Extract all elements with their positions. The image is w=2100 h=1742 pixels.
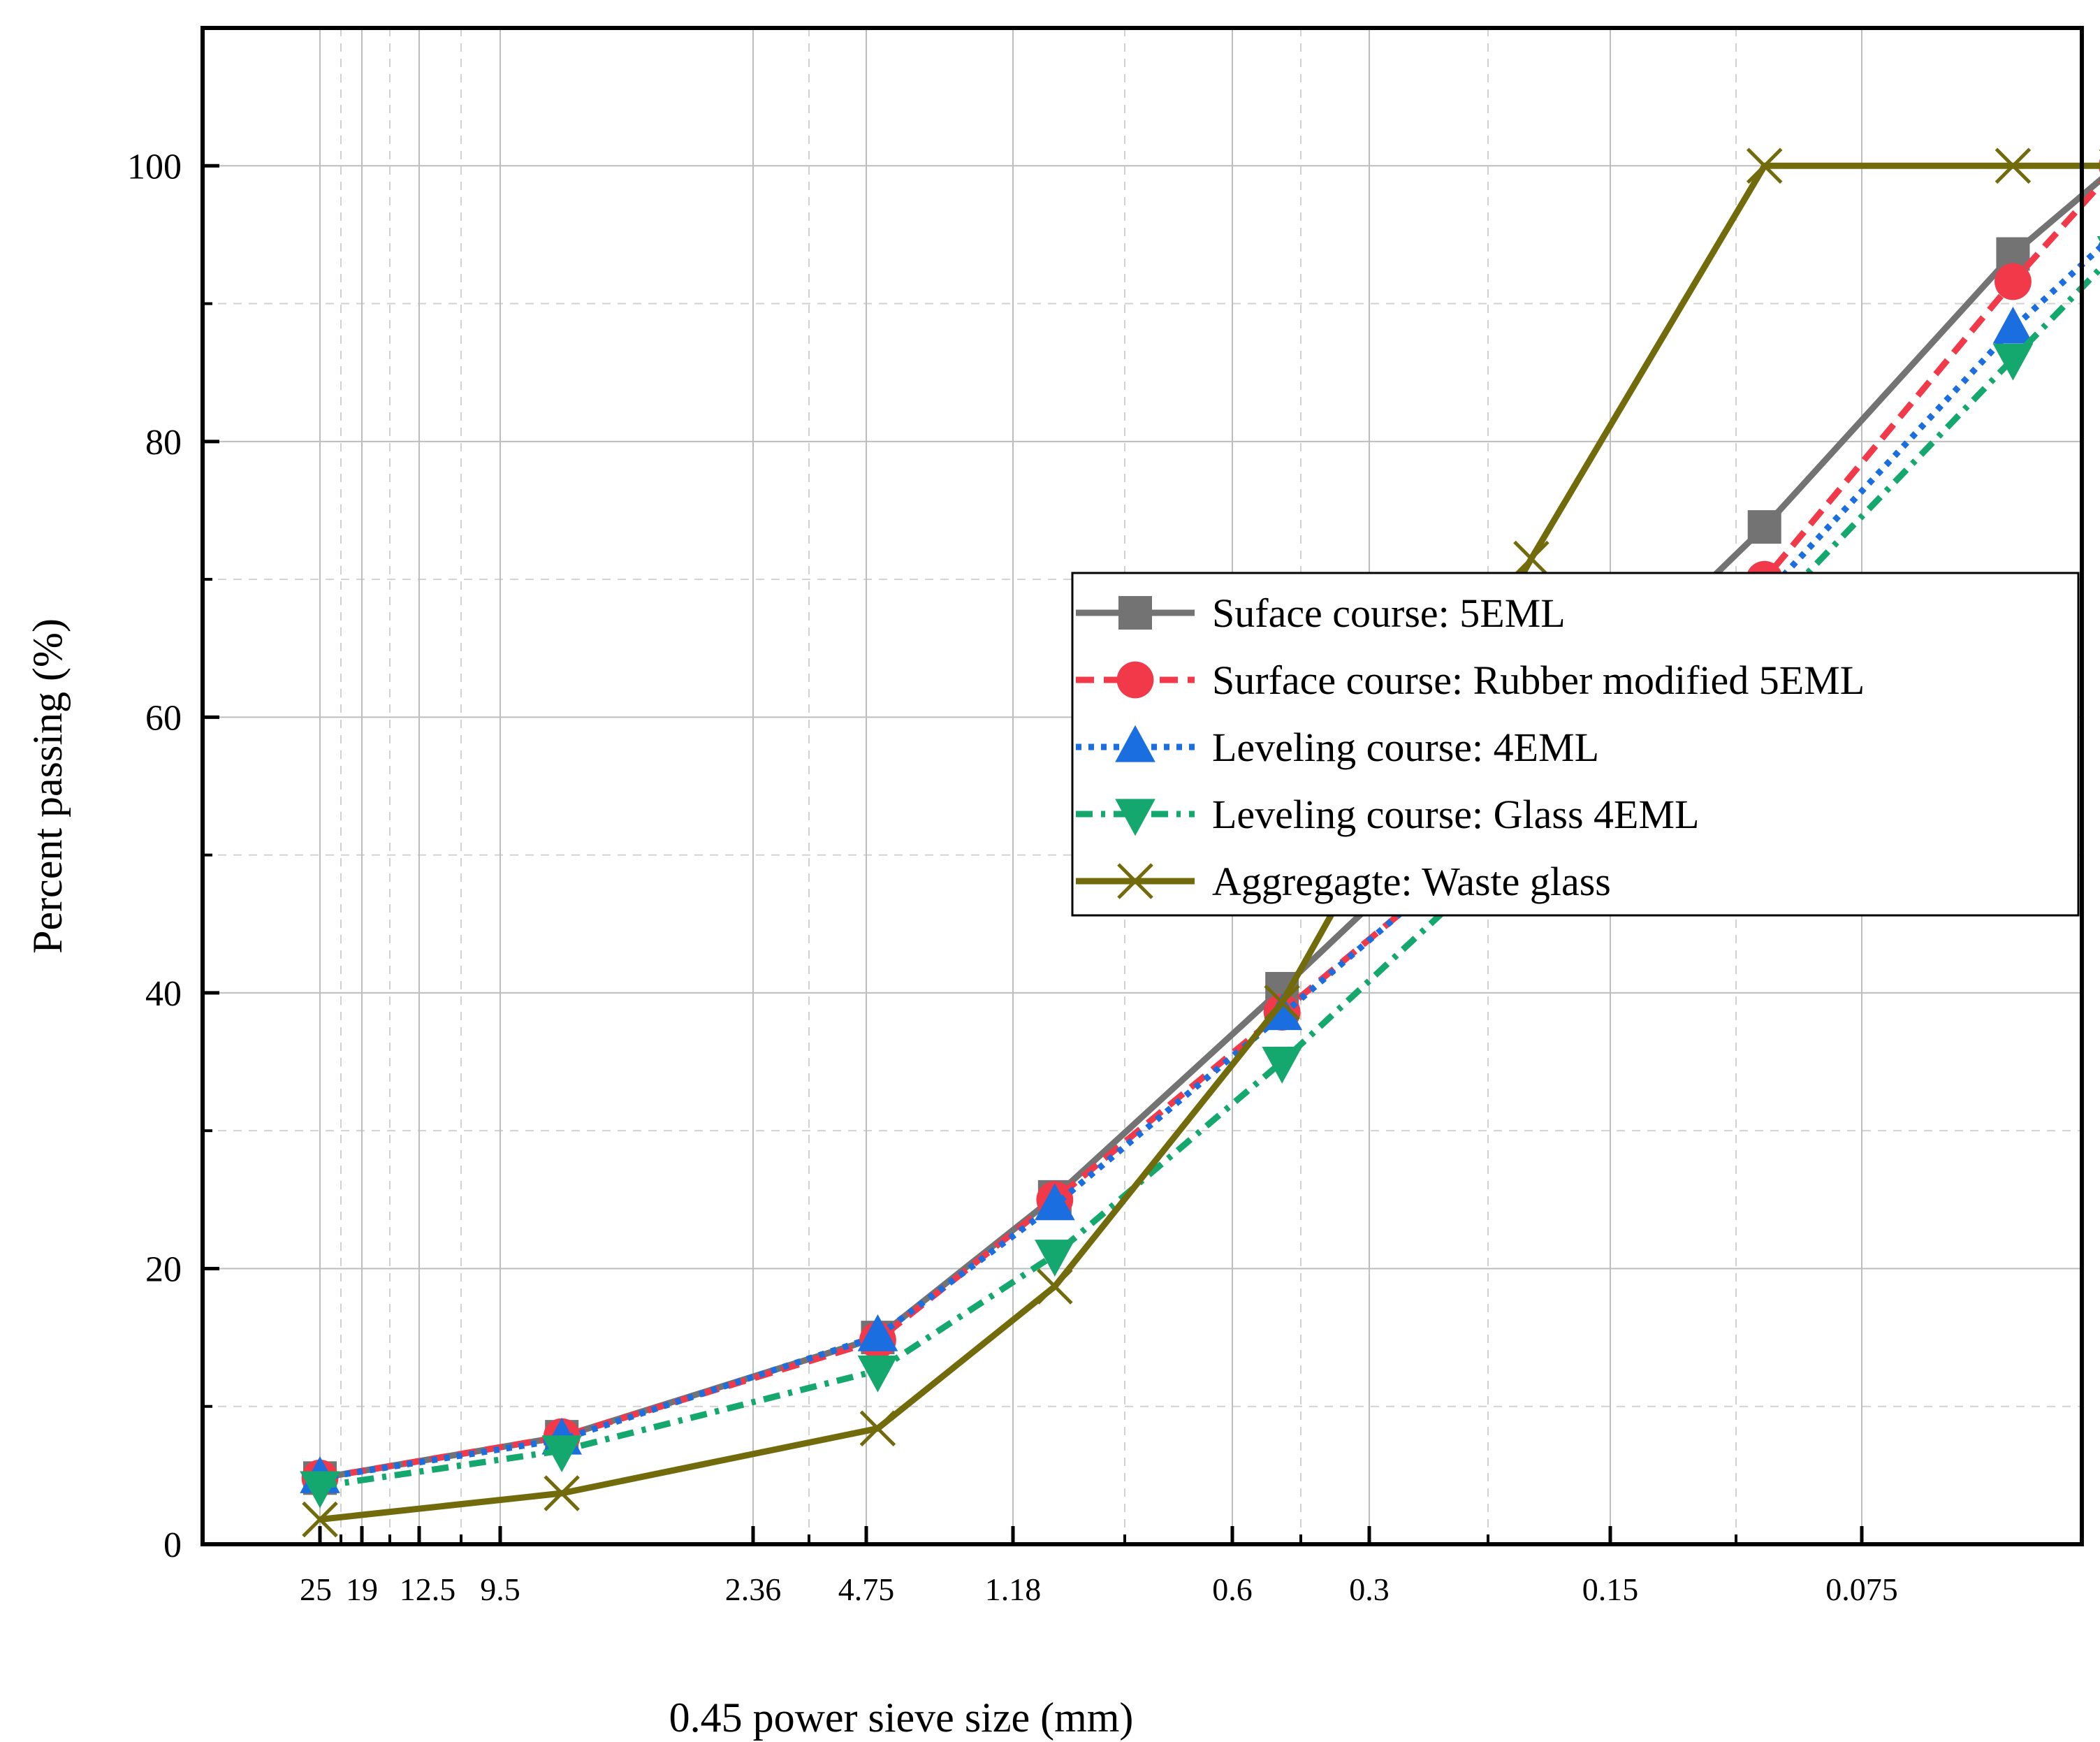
data-point	[541, 1435, 582, 1473]
plot-frame	[200, 26, 2084, 1546]
data-point	[1992, 306, 2034, 344]
legend-item: Leveling course: Glass 4EML	[1076, 792, 1699, 837]
legend-marker	[1115, 725, 1155, 762]
x-tick-label: 2.36	[725, 1572, 782, 1607]
y-axis-title: Percent passing (%)	[24, 618, 71, 954]
legend-box	[1071, 572, 2080, 917]
y-tick-label: 0	[163, 1525, 182, 1565]
x-tick-label: 25	[300, 1572, 332, 1607]
data-point	[1262, 993, 1302, 1031]
y-tick-label: 80	[145, 423, 182, 463]
data-point	[302, 1501, 338, 1538]
y-tick-label: 100	[127, 147, 182, 187]
data-point	[1264, 984, 1300, 1021]
x-tick-label: 4.75	[838, 1572, 895, 1607]
legend-marker	[1118, 596, 1152, 630]
data-point	[1037, 1268, 1073, 1305]
legend: Suface course: 5EML Surface course: Rubbe…	[1071, 572, 2080, 917]
data-point	[1992, 343, 2034, 381]
x-tick-label: 9.5	[480, 1572, 520, 1607]
grid	[203, 28, 2082, 1544]
x-axis-title: 0.45 power sieve size (mm)	[669, 1694, 1134, 1741]
x-tick-label: 0.075	[1825, 1572, 1898, 1607]
legend-label: Aggregagte: Waste glass	[1212, 859, 1611, 904]
data-point	[1035, 1240, 1075, 1277]
y-tick-label: 20	[145, 1249, 182, 1289]
legend-item: Suface course: 5EML	[1076, 590, 1566, 636]
legend-item: Aggregagte: Waste glass	[1076, 859, 1611, 904]
series-line	[319, 264, 2100, 1490]
x-tick-label: 19	[346, 1572, 378, 1607]
data-point	[1995, 147, 2032, 184]
data-point	[1262, 1046, 1302, 1084]
data-point	[1995, 263, 2032, 300]
axes: 0 20 40 60 80 100 25 19 12.5 9.5 2.36 4.75 1.18 0.6 0.…	[127, 27, 1898, 1607]
y-tick-label: 60	[145, 698, 182, 738]
y-tick-label: 40	[145, 974, 182, 1014]
legend-item: Surface course: Rubber modified 5EML	[1076, 658, 1865, 703]
legend-item: Leveling course: 4EML	[1076, 725, 1599, 770]
x-tick-label: 0.15	[1582, 1572, 1639, 1607]
series-5	[302, 147, 2100, 1538]
data-point	[1747, 510, 1781, 544]
legend-marker	[1115, 799, 1155, 836]
data-point	[857, 1355, 898, 1393]
legend-label: Leveling course: 4EML	[1212, 725, 1599, 770]
legend-marker	[1116, 661, 1154, 699]
legend-label: Surface course: Rubber modified 5EML	[1212, 658, 1865, 703]
x-tick-label: 1.18	[985, 1572, 1042, 1607]
x-tick-label: 12.5	[400, 1572, 456, 1607]
data-point	[544, 1475, 580, 1511]
data-point	[859, 1410, 896, 1447]
x-tick-label: 0.6	[1212, 1572, 1253, 1607]
data-point	[2097, 235, 2100, 242]
legend-label: Leveling course: Glass 4EML	[1212, 792, 1699, 837]
data-point	[857, 1314, 898, 1351]
data-point	[1746, 147, 1783, 184]
data-point	[2097, 241, 2100, 247]
data-point	[1035, 1183, 1075, 1221]
legend-label: Suface course: 5EML	[1212, 590, 1566, 636]
legend-marker	[1117, 863, 1153, 899]
data-point	[300, 1471, 340, 1509]
x-tick-label: 0.3	[1349, 1572, 1390, 1607]
data-point	[1513, 540, 1550, 577]
